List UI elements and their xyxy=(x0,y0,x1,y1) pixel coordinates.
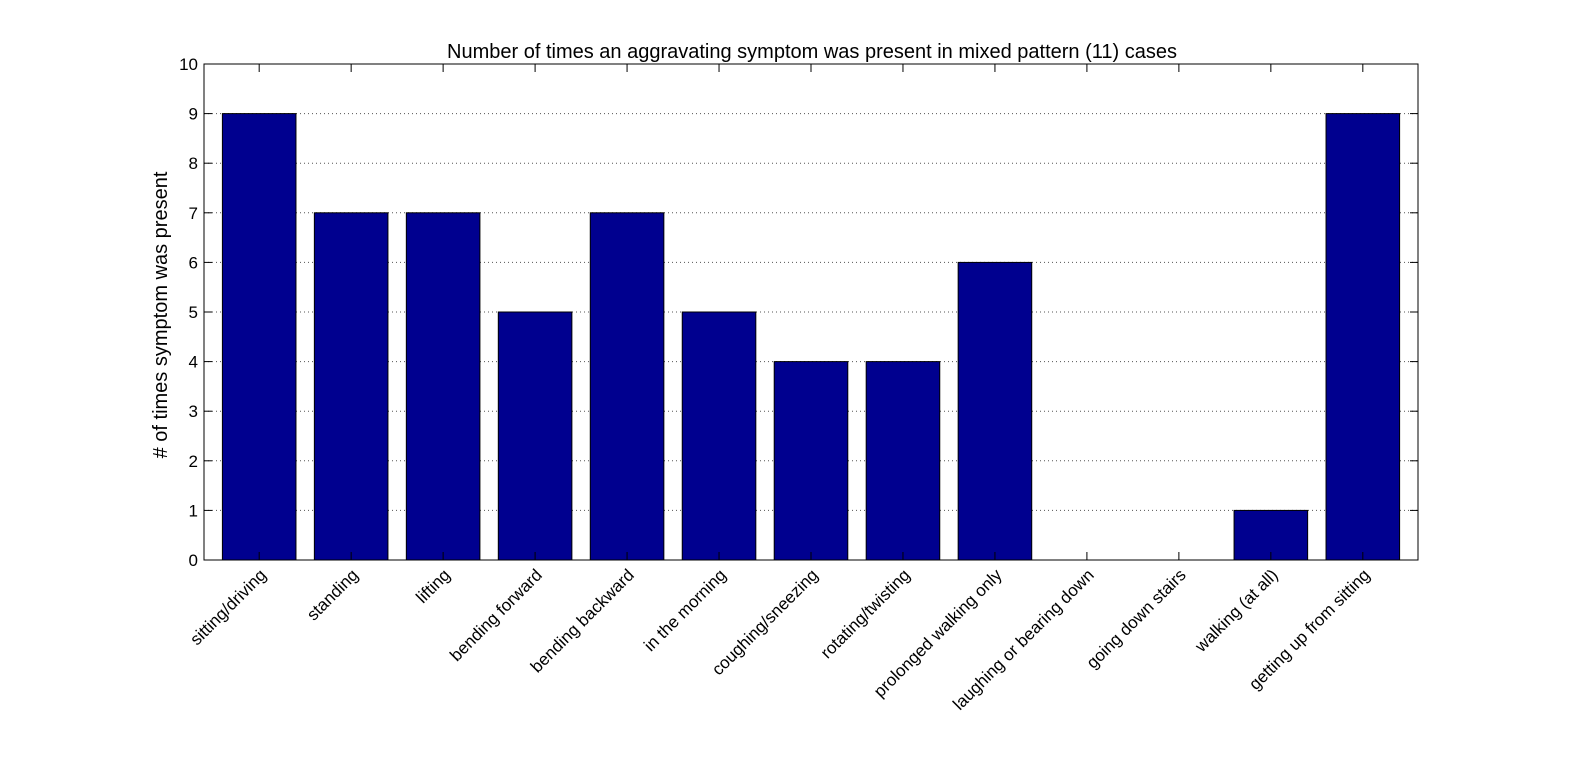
x-tick-label: bending backward xyxy=(527,565,638,676)
bar xyxy=(1325,113,1401,561)
y-tick-label: 5 xyxy=(189,303,198,322)
y-tick-label: 0 xyxy=(189,551,198,570)
chart-title: Number of times an aggravating symptom w… xyxy=(447,41,1177,63)
y-tick-label: 6 xyxy=(189,253,198,272)
axes xyxy=(203,63,1419,561)
bar xyxy=(221,113,297,561)
y-tick-label: 8 xyxy=(189,154,198,173)
bar xyxy=(957,261,1033,561)
x-tick-label: in the morning xyxy=(640,565,730,655)
x-tick-label: lifting xyxy=(412,565,453,606)
x-tick-label: standing xyxy=(303,565,362,624)
y-tick-label: 9 xyxy=(189,105,198,124)
bar xyxy=(589,212,665,561)
y-tick-label: 4 xyxy=(189,353,198,372)
bar xyxy=(1233,509,1309,561)
bar xyxy=(405,212,481,561)
bar xyxy=(681,311,757,561)
bar xyxy=(773,361,849,561)
y-tick-label: 3 xyxy=(189,402,198,421)
y-tick-label: 2 xyxy=(189,452,198,471)
y-tick-label: 10 xyxy=(179,55,198,74)
x-tick-label: sitting/driving xyxy=(186,565,270,649)
x-tick-label: walking (at all) xyxy=(1191,565,1282,656)
x-tick-label: rotating/twisting xyxy=(817,565,914,662)
x-tick-label: bending forward xyxy=(446,565,546,665)
bar xyxy=(497,311,573,561)
y-tick-label: 7 xyxy=(189,204,198,223)
y-tick-label: 1 xyxy=(189,501,198,520)
x-tick-label: going down stairs xyxy=(1083,565,1190,672)
bars xyxy=(221,113,1401,561)
y-tick-labels: 0 1 2 3 4 5 6 7 8 9 10 xyxy=(179,55,198,570)
bar xyxy=(865,361,941,561)
y-axis-label: # of times symptom was present xyxy=(150,171,172,458)
bar xyxy=(313,212,389,561)
